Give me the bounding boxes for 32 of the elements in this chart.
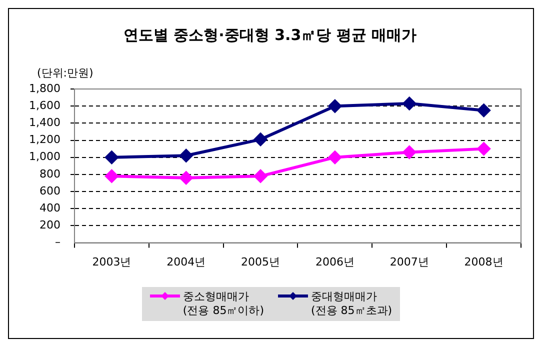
point <box>477 104 490 117</box>
point <box>254 170 268 183</box>
point <box>105 170 118 183</box>
x-tick-label: 2008년 <box>464 255 504 268</box>
point <box>402 146 416 159</box>
y-axis-title: (단위:만원) <box>37 66 94 80</box>
point <box>254 132 268 146</box>
point <box>328 150 342 164</box>
point <box>105 150 118 164</box>
y-tick-label: – <box>54 236 60 249</box>
x-tick-label: 2006년 <box>315 255 354 268</box>
y-tick-label: 600 <box>39 184 60 198</box>
chart-title: 연도별 중소형·중대형 3.3㎡당 평균 매매가 <box>123 26 417 44</box>
point <box>180 171 193 184</box>
legend-label: 중대형매매가 (전용 85㎡초과) <box>311 290 392 318</box>
x-tick-label: 2003년 <box>92 255 132 268</box>
y-tick-label: 200 <box>39 218 60 232</box>
legend-label: 중소형매매가 (전용 85㎡이하) <box>182 290 264 318</box>
point <box>477 142 490 156</box>
y-tick-label: 800 <box>39 167 60 180</box>
y-tick-label: 1,600 <box>28 98 60 112</box>
y-tick-label: 1,000 <box>28 150 60 164</box>
point <box>402 97 416 110</box>
y-tick-label: 1,200 <box>28 133 60 146</box>
x-tick-label: 2004년 <box>166 255 206 268</box>
point <box>180 149 193 162</box>
y-tick-label: 400 <box>39 201 60 214</box>
x-tick-label: 2005년 <box>241 255 280 268</box>
y-tick-label: 1,400 <box>28 116 60 130</box>
y-tick-label: 1,800 <box>28 82 60 95</box>
x-tick-label: 2007년 <box>390 255 429 268</box>
point <box>328 100 342 113</box>
